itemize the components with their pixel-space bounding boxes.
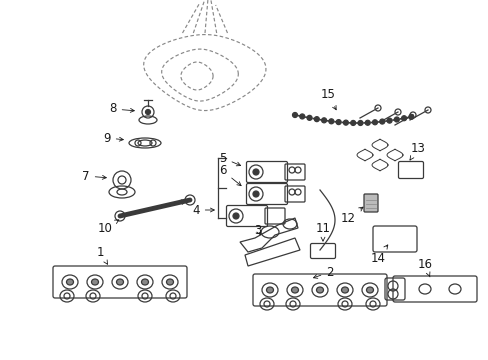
Ellipse shape	[232, 213, 239, 219]
Ellipse shape	[166, 279, 173, 285]
Text: 9: 9	[103, 131, 123, 144]
Ellipse shape	[306, 115, 311, 120]
Ellipse shape	[357, 121, 362, 126]
Text: 15: 15	[320, 89, 336, 110]
Ellipse shape	[316, 287, 323, 293]
Ellipse shape	[252, 169, 259, 175]
Ellipse shape	[379, 119, 384, 124]
Ellipse shape	[145, 109, 150, 114]
Text: 12: 12	[340, 207, 362, 225]
Text: 16: 16	[417, 258, 431, 277]
Ellipse shape	[66, 279, 73, 285]
Text: 2: 2	[313, 266, 333, 279]
Ellipse shape	[365, 120, 369, 125]
Ellipse shape	[366, 287, 373, 293]
Ellipse shape	[393, 117, 399, 122]
Ellipse shape	[299, 114, 304, 119]
Ellipse shape	[141, 279, 148, 285]
Ellipse shape	[314, 117, 319, 122]
Ellipse shape	[401, 116, 406, 121]
Text: 5: 5	[219, 152, 240, 166]
Text: 10: 10	[98, 220, 119, 234]
Text: 8: 8	[109, 103, 134, 116]
Ellipse shape	[291, 287, 298, 293]
Text: 6: 6	[219, 165, 241, 186]
Ellipse shape	[266, 287, 273, 293]
Text: 14: 14	[370, 245, 387, 265]
Ellipse shape	[328, 119, 333, 124]
Ellipse shape	[408, 114, 413, 120]
Ellipse shape	[350, 121, 355, 125]
Ellipse shape	[115, 211, 125, 221]
Ellipse shape	[321, 118, 326, 123]
Ellipse shape	[335, 120, 341, 125]
Ellipse shape	[292, 112, 297, 117]
FancyBboxPatch shape	[363, 194, 377, 212]
Text: 13: 13	[409, 141, 425, 160]
Text: 4: 4	[192, 203, 214, 216]
Text: 7: 7	[82, 170, 106, 183]
Ellipse shape	[252, 191, 259, 197]
Ellipse shape	[372, 120, 377, 125]
Ellipse shape	[341, 287, 348, 293]
Ellipse shape	[343, 120, 347, 125]
Text: 3: 3	[254, 224, 261, 237]
Text: 11: 11	[315, 221, 330, 241]
Ellipse shape	[91, 279, 98, 285]
Text: 1: 1	[96, 246, 107, 264]
Ellipse shape	[184, 195, 195, 205]
Ellipse shape	[116, 279, 123, 285]
Ellipse shape	[386, 118, 391, 123]
